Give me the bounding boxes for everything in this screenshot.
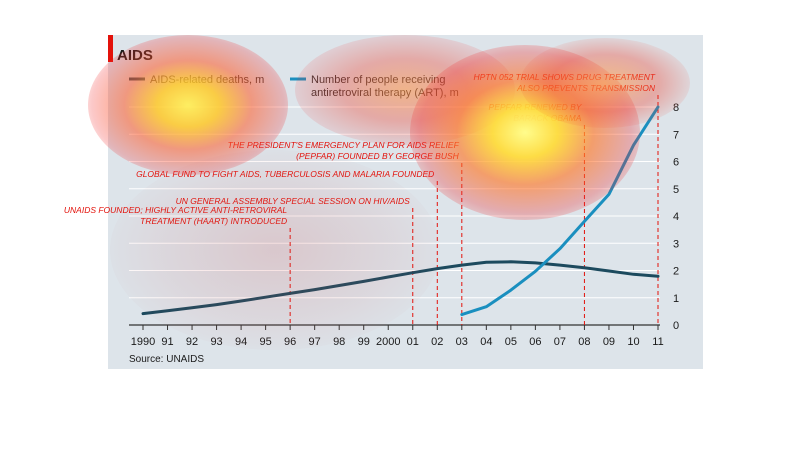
- y-tick-label: 1: [673, 293, 679, 305]
- annotation-text-2008: PEPFAR RENEWED BY: [489, 102, 583, 112]
- annotation-text-2011: HPTN 052 TRIAL SHOWS DRUG TREATMENT: [473, 72, 655, 82]
- legend-label-art-line1: Number of people receiving: [311, 74, 446, 86]
- legend: AIDS-related deaths, m Number of people …: [129, 74, 459, 99]
- x-tick-label: 2000: [376, 336, 400, 348]
- y-tick-label: 5: [673, 184, 679, 196]
- y-tick-label: 3: [673, 238, 679, 250]
- x-tick-label: 09: [603, 336, 615, 348]
- y-tick-label: 0: [673, 320, 679, 332]
- x-tick-label: 11: [652, 336, 663, 348]
- series-line-art: [460, 105, 660, 317]
- x-tick-label: 95: [259, 336, 271, 348]
- x-tick-label: 94: [235, 336, 247, 348]
- x-tick-label: 06: [529, 336, 541, 348]
- x-tick-label: 10: [627, 336, 639, 348]
- x-tick-label: 1990: [131, 336, 155, 348]
- y-tick-label: 6: [673, 157, 679, 169]
- annotation-text-2003: (PEPFAR) FOUNDED BY GEORGE BUSH: [296, 151, 459, 161]
- annotation-text-2003: THE PRESIDENT'S EMERGENCY PLAN FOR AIDS …: [228, 140, 460, 150]
- annotation-text-1996: TREATMENT (HAART) INTRODUCED: [140, 216, 287, 226]
- x-tick-label: 91: [161, 336, 173, 348]
- x-tick-label: 97: [309, 336, 321, 348]
- annotation-text-2011: ALSO PREVENTS TRANSMISSION: [516, 83, 656, 93]
- chart-title: AIDS: [117, 47, 153, 64]
- y-tick-label: 7: [673, 129, 679, 141]
- x-tick-label: 08: [578, 336, 590, 348]
- series-line-deaths: [141, 260, 660, 316]
- x-tick-label: 04: [480, 336, 492, 348]
- annotation-layer: UNAIDS FOUNDED; HIGHLY ACTIVE ANTI-RETRO…: [64, 72, 659, 325]
- y-tick-label: 2: [673, 266, 679, 278]
- legend-label-deaths: AIDS-related deaths, m: [150, 74, 264, 86]
- x-axis-ticks: 1990 91 92 93 94 95 96 97 98 99 2000 01 02 03 04 05 06 07…: [131, 325, 664, 348]
- x-tick-label: 07: [554, 336, 566, 348]
- x-tick-label: 02: [431, 336, 443, 348]
- source-note: Source: UNAIDS: [129, 354, 204, 365]
- annotation-text-2008: BARACK OBAMA: [513, 113, 581, 123]
- x-tick-label: 98: [333, 336, 345, 348]
- y-tick-label: 4: [673, 211, 679, 223]
- x-tick-label: 96: [284, 336, 296, 348]
- x-tick-label: 93: [210, 336, 222, 348]
- x-tick-label: 03: [456, 336, 468, 348]
- y-tick-label: 8: [673, 102, 679, 114]
- x-tick-label: 01: [407, 336, 419, 348]
- legend-label-art-line2: antiretroviral therapy (ART), m: [311, 87, 459, 99]
- annotation-text-2001: UN GENERAL ASSEMBLY SPECIAL SESSION ON H…: [176, 196, 410, 206]
- y-axis-ticks: 0 1 2 3 4 5 6 7 8: [673, 102, 679, 332]
- annotation-text-2002: GLOBAL FUND TO FIGHT AIDS, TUBERCULOSIS …: [136, 169, 434, 179]
- x-tick-label: 99: [358, 336, 370, 348]
- x-tick-label: 92: [186, 336, 198, 348]
- annotation-text-1996: UNAIDS FOUNDED; HIGHLY ACTIVE ANTI-RETRO…: [64, 205, 288, 215]
- x-tick-label: 05: [505, 336, 517, 348]
